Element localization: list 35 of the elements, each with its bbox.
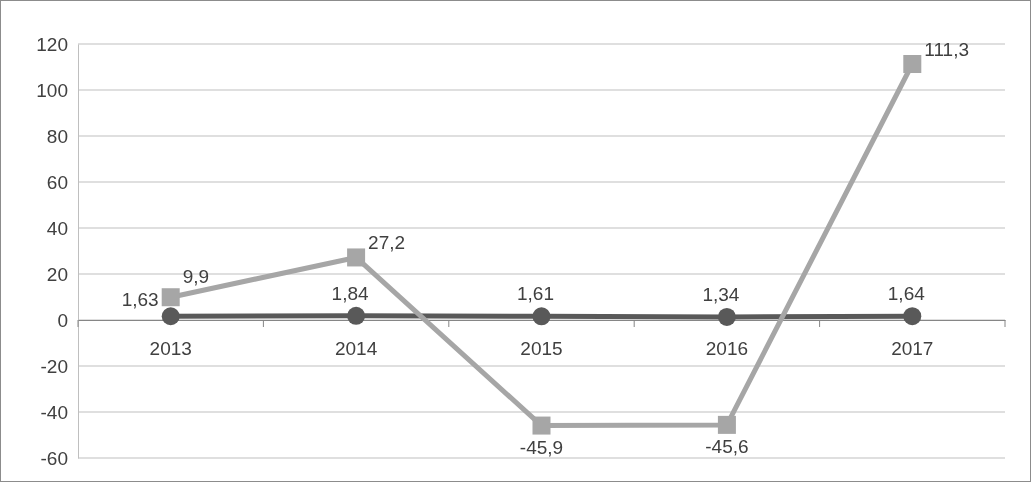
data-label: 1,63 <box>121 289 159 311</box>
data-label: -45,6 <box>705 435 749 457</box>
y-tick-label: 100 <box>36 79 68 101</box>
point <box>903 307 922 326</box>
y-tick-label: -40 <box>40 401 68 423</box>
y-tick-label: 80 <box>46 125 68 147</box>
y-tick-label: 120 <box>36 33 68 55</box>
y-tick-label: 40 <box>46 217 68 239</box>
point <box>532 307 551 326</box>
point <box>347 306 366 325</box>
point <box>161 288 180 307</box>
data-label: 1,34 <box>702 283 740 305</box>
x-tick-label: 2013 <box>149 338 192 360</box>
point <box>161 307 180 326</box>
y-tick-label: 0 <box>57 309 68 331</box>
y-tick-label: -20 <box>40 355 68 377</box>
data-label: 27,2 <box>368 232 406 254</box>
y-tick-label: 60 <box>46 171 68 193</box>
x-tick-label: 2016 <box>705 338 749 360</box>
data-label: 111,3 <box>924 39 970 61</box>
point <box>347 248 366 267</box>
x-tick-label: 2017 <box>891 338 934 360</box>
x-tick-label: 2014 <box>334 338 378 360</box>
y-tick-label: 20 <box>46 263 68 285</box>
data-label: 1,61 <box>517 283 554 305</box>
point <box>717 415 736 434</box>
x-tick-label: 2015 <box>520 338 563 360</box>
data-label: 9,9 <box>182 266 210 288</box>
point <box>903 55 922 74</box>
point <box>532 416 551 435</box>
point <box>717 307 736 326</box>
data-label: 1,84 <box>331 282 370 304</box>
data-label: 1,64 <box>887 283 926 305</box>
data-label: -45,9 <box>519 436 564 458</box>
y-tick-label: -60 <box>40 447 68 469</box>
